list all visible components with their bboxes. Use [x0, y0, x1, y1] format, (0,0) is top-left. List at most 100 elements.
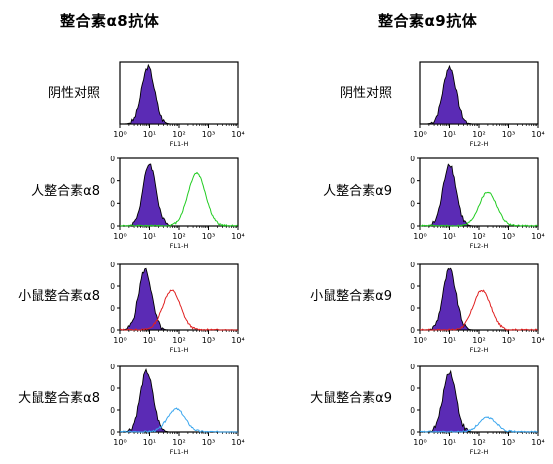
histogram-plot: 0 40 80 120 10⁰ 10¹ 10² 10³ 10⁴ FL1-H	[110, 262, 245, 354]
x-tick-label: 10¹	[443, 336, 456, 345]
x-tick-label: 10³	[502, 130, 515, 139]
x-tick-label: 10²	[172, 336, 185, 345]
y-tick-label: 40	[110, 199, 115, 208]
x-tick-label: 10¹	[143, 438, 156, 447]
x-axis-label: FL1-H	[170, 140, 189, 148]
x-tick-label: 10⁰	[413, 232, 426, 241]
x-tick-label: 10³	[202, 336, 215, 345]
control-histogram	[420, 64, 538, 125]
x-tick-label: 10⁴	[531, 130, 544, 139]
sample-histogram	[419, 416, 538, 433]
sample-histogram	[420, 191, 538, 227]
y-tick-label: 120	[410, 262, 415, 269]
x-tick-label: 10⁴	[231, 438, 244, 447]
x-tick-label: 10³	[502, 232, 515, 241]
x-tick-label: 10²	[172, 438, 185, 447]
x-tick-label: 10¹	[443, 232, 456, 241]
y-tick-label: 40	[110, 406, 115, 415]
x-tick-label: 10²	[472, 130, 485, 139]
y-tick-label: 0	[110, 326, 115, 335]
y-tick-label: 80	[110, 282, 115, 291]
y-tick-label: 120	[110, 156, 115, 163]
y-tick-label: 0	[110, 428, 115, 437]
sample-histogram	[419, 289, 538, 331]
sample-histogram	[119, 407, 238, 433]
x-tick-label: 10⁰	[413, 130, 426, 139]
y-tick-label: 40	[410, 304, 415, 313]
sample-histogram	[119, 171, 238, 227]
x-tick-label: 10¹	[143, 336, 156, 345]
column-title-alpha9: 整合素α9抗体	[378, 12, 478, 30]
x-tick-label: 10³	[202, 232, 215, 241]
y-tick-label: 40	[410, 406, 415, 415]
y-tick-label: 120	[410, 364, 415, 371]
y-tick-label: 40	[410, 199, 415, 208]
x-tick-label: 10²	[472, 232, 485, 241]
histogram-plot: 0 40 80 120 10⁰ 10¹ 10² 10³ 10⁴ FL2-H	[410, 156, 545, 250]
control-histogram	[420, 267, 538, 331]
x-tick-label: 10¹	[443, 130, 456, 139]
x-axis-label: FL1-H	[170, 242, 189, 250]
x-tick-label: 10⁰	[113, 232, 126, 241]
control-histogram	[119, 267, 238, 331]
histogram-plot: 0 40 80 120 10⁰ 10¹ 10² 10³ 10⁴ FL1-H	[110, 364, 245, 456]
x-tick-label: 10⁰	[113, 438, 126, 447]
panel-label: 小鼠整合素α8	[18, 289, 100, 305]
x-tick-label: 10²	[172, 130, 185, 139]
x-tick-label: 10⁴	[531, 336, 544, 345]
x-tick-label: 10²	[472, 336, 485, 345]
panel-label: 阴性对照	[339, 85, 392, 101]
y-tick-label: 80	[410, 177, 415, 186]
y-tick-label: 0	[410, 326, 415, 335]
panel-label: 大鼠整合素α8	[18, 391, 100, 407]
y-tick-label: 80	[110, 177, 115, 186]
panel-label: 大鼠整合素α9	[310, 391, 392, 407]
panel-label: 人整合素α9	[323, 183, 392, 199]
x-tick-label: 10⁰	[413, 438, 426, 447]
x-tick-label: 10³	[502, 438, 515, 447]
x-axis-label: FL2-H	[470, 346, 489, 354]
x-tick-label: 10⁴	[231, 130, 244, 139]
x-axis-label: FL2-H	[470, 140, 489, 148]
control-histogram	[120, 63, 238, 125]
histogram-plot: 10⁰ 10¹ 10² 10³ 10⁴ FL2-H	[413, 61, 545, 148]
histogram-plot: 0 40 80 120 10⁰ 10¹ 10² 10³ 10⁴ FL2-H	[410, 262, 545, 354]
x-tick-label: 10⁴	[531, 438, 544, 447]
x-axis-label: FL2-H	[470, 448, 489, 456]
x-tick-label: 10¹	[143, 130, 156, 139]
x-tick-label: 10⁴	[231, 336, 244, 345]
y-tick-label: 0	[110, 222, 115, 231]
x-tick-label: 10⁴	[231, 232, 244, 241]
panel-label: 阴性对照	[47, 85, 100, 101]
histogram-plot: 0 40 80 120 10⁰ 10¹ 10² 10³ 10⁴ FL1-H	[110, 156, 245, 250]
x-tick-label: 10⁰	[113, 130, 126, 139]
panel-label: 人整合素α8	[31, 183, 100, 199]
x-tick-label: 10¹	[443, 438, 456, 447]
x-tick-label: 10⁴	[531, 232, 544, 241]
x-tick-label: 10³	[502, 336, 515, 345]
control-histogram	[120, 368, 238, 433]
histogram-plot: 10⁰ 10¹ 10² 10³ 10⁴ FL1-H	[113, 61, 245, 148]
y-tick-label: 80	[410, 282, 415, 291]
control-histogram	[420, 163, 538, 227]
x-tick-label: 10³	[202, 438, 215, 447]
y-tick-label: 120	[110, 364, 115, 371]
y-tick-label: 120	[410, 156, 415, 163]
column-title-alpha8: 整合素α8抗体	[60, 12, 160, 30]
sample-histogram	[119, 289, 238, 331]
panel-label: 小鼠整合素α9	[310, 289, 392, 305]
y-tick-label: 0	[410, 428, 415, 437]
y-tick-label: 0	[410, 222, 415, 231]
x-tick-label: 10⁰	[413, 336, 426, 345]
histogram-plot: 0 40 80 120 10⁰ 10¹ 10² 10³ 10⁴ FL2-H	[410, 364, 545, 456]
x-tick-label: 10²	[472, 438, 485, 447]
y-tick-label: 40	[110, 304, 115, 313]
x-tick-label: 10¹	[143, 232, 156, 241]
x-tick-label: 10²	[172, 232, 185, 241]
x-tick-label: 10³	[202, 130, 215, 139]
x-axis-label: FL1-H	[170, 448, 189, 456]
y-tick-label: 80	[110, 384, 115, 393]
x-axis-label: FL1-H	[170, 346, 189, 354]
y-tick-label: 120	[110, 262, 115, 269]
x-tick-label: 10⁰	[113, 336, 126, 345]
